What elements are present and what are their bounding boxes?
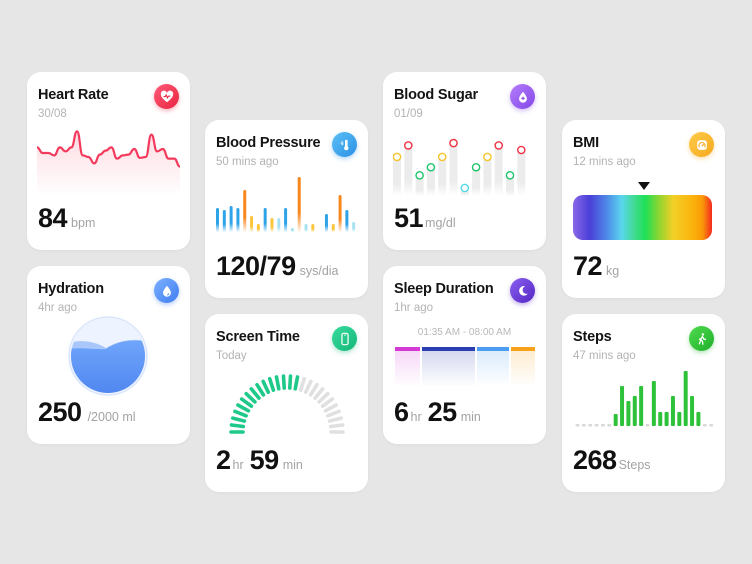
minutes-unit: min: [460, 410, 481, 424]
sleep-time-range: 01:35 AM - 08:00 AM: [417, 327, 512, 338]
card-title: Steps: [573, 329, 612, 345]
blood-pressure-chart: [216, 177, 356, 232]
gauge-icon: [689, 132, 714, 157]
value-unit: sys/dia: [299, 264, 339, 278]
card-subtitle: 01/09: [394, 108, 423, 120]
value-number: 51: [394, 203, 424, 233]
sleep-stage-segment: [510, 347, 535, 387]
hours-number: 2: [216, 445, 231, 475]
screen-time-gauge: [229, 374, 345, 434]
screen-time-value: 2 hr 59 min: [216, 445, 303, 476]
phone-icon: [332, 326, 357, 351]
value-number: 268: [573, 445, 617, 475]
bmi-card[interactable]: BMI 12 mins ago 72 kg: [562, 120, 725, 298]
card-subtitle: Today: [216, 350, 247, 362]
card-title: Sleep Duration: [394, 281, 494, 297]
heart-rate-card[interactable]: Heart Rate 30/08 84 bpm: [27, 72, 190, 250]
card-subtitle: 12 mins ago: [573, 156, 636, 168]
bmi-marker-icon: [638, 182, 650, 190]
card-subtitle: 1hr ago: [394, 302, 434, 314]
value-number: 72: [573, 251, 603, 281]
card-title: Hydration: [38, 281, 104, 297]
hours-number: 6: [394, 397, 409, 427]
heart-rate-value: 84 bpm: [38, 203, 95, 234]
blood-sugar-card[interactable]: Blood Sugar 01/09 51 mg/dl: [383, 72, 546, 250]
sleep-duration-card[interactable]: Sleep Duration 1hr ago 01:35 AM - 08:00 …: [383, 266, 546, 444]
heart-rate-chart: [37, 130, 180, 197]
card-title: Blood Pressure: [216, 135, 321, 151]
moon-icon: [510, 278, 535, 303]
hours-unit: hr: [232, 458, 244, 472]
hydration-value: 250 /2000 ml: [38, 397, 136, 428]
minutes-number: 59: [249, 445, 280, 475]
walking-icon: [689, 326, 714, 351]
value-number: 120/79: [216, 251, 296, 281]
card-title: Screen Time: [216, 329, 300, 345]
minutes-number: 25: [427, 397, 458, 427]
value-unit: kg: [606, 264, 620, 278]
water-drop-icon: [154, 278, 179, 303]
hydration-card[interactable]: Hydration 4hr ago 250 /2000 ml: [27, 266, 190, 444]
steps-card[interactable]: Steps 47 mins ago 268 Steps: [562, 314, 725, 492]
card-title: Heart Rate: [38, 87, 109, 103]
card-title: BMI: [573, 135, 599, 151]
sleep-stage-segment: [477, 347, 509, 387]
sleep-stage-segment: [422, 347, 476, 387]
screen-time-card[interactable]: Screen Time Today 2 hr 59 min: [205, 314, 368, 492]
value-number: 84: [38, 203, 68, 233]
card-title: Blood Sugar: [394, 87, 478, 103]
heart-pulse-icon: [154, 84, 179, 109]
card-subtitle: 4hr ago: [38, 302, 78, 314]
value-unit: bpm: [71, 216, 96, 230]
steps-value: 268 Steps: [573, 445, 651, 476]
sleep-duration-value: 6 hr 25 min: [394, 397, 481, 428]
bmi-color-scale: [573, 195, 712, 240]
value-unit: mg/dl: [425, 216, 456, 230]
blood-pressure-value: 120/79 sys/dia: [216, 251, 339, 282]
minutes-unit: min: [282, 458, 303, 472]
card-subtitle: 50 mins ago: [216, 156, 279, 168]
drop-plus-icon: [510, 84, 535, 109]
blood-sugar-chart: [393, 138, 526, 196]
hours-unit: hr: [410, 410, 422, 424]
value-number: 250: [38, 397, 82, 427]
blood-pressure-card[interactable]: Blood Pressure 50 mins ago 120/79 sys/di…: [205, 120, 368, 298]
value-unit: Steps: [618, 458, 651, 472]
thermometer-icon: [332, 132, 357, 157]
hydration-gauge: [68, 316, 148, 396]
sleep-stages-chart: [395, 347, 535, 387]
card-subtitle: 30/08: [38, 108, 67, 120]
value-unit: /2000 ml: [87, 410, 136, 424]
card-subtitle: 47 mins ago: [573, 350, 636, 362]
bmi-value: 72 kg: [573, 251, 619, 282]
steps-chart: [575, 371, 714, 427]
sleep-stage-segment: [395, 347, 421, 387]
blood-sugar-value: 51 mg/dl: [394, 203, 456, 234]
